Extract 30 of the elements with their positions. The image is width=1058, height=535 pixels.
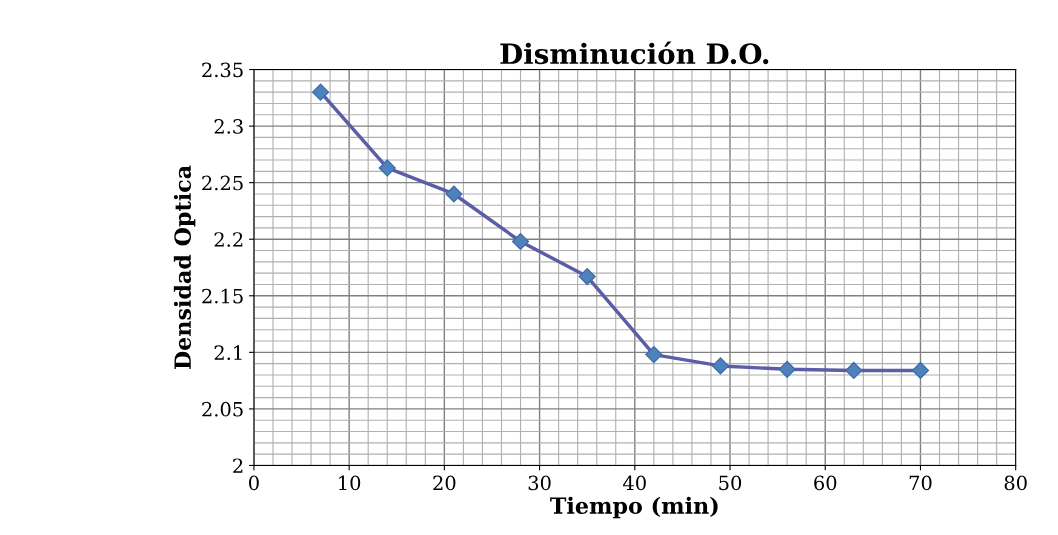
x-tick-label: 50 [719, 475, 742, 491]
x-tick-label: 30 [528, 475, 551, 491]
x-tick-label: 40 [623, 475, 646, 491]
y-tick-label: 2.2 [214, 232, 243, 247]
y-tick-label: 2.35 [202, 62, 243, 78]
y-tick-label: 2.05 [202, 401, 243, 417]
x-tick-label: 80 [1004, 475, 1027, 491]
point [645, 346, 663, 364]
point [911, 361, 930, 379]
y-tick-label: 2.25 [202, 175, 243, 191]
y-tick-label: 2.1 [214, 345, 242, 360]
y-axis-title: Densidad Optica [173, 165, 196, 370]
point [711, 357, 730, 375]
point [445, 185, 463, 203]
x-axis-title: Tiempo (min) [550, 496, 718, 519]
y-tick-label: 2 [233, 458, 243, 473]
x-tick-label: 0 [249, 475, 259, 491]
x-tick-label: 60 [814, 475, 837, 491]
x-tick-label: 20 [433, 475, 456, 491]
point [578, 267, 596, 286]
point [511, 232, 530, 251]
point [778, 360, 796, 378]
point [845, 361, 863, 379]
point [378, 159, 396, 177]
y-tick-label: 2.3 [214, 119, 243, 134]
y-tick-label: 2.15 [202, 288, 243, 304]
x-tick-label: 70 [909, 475, 932, 491]
point [312, 83, 330, 101]
chart-title: Disminución D.O. [500, 41, 769, 65]
x-tick-label: 10 [339, 475, 361, 491]
